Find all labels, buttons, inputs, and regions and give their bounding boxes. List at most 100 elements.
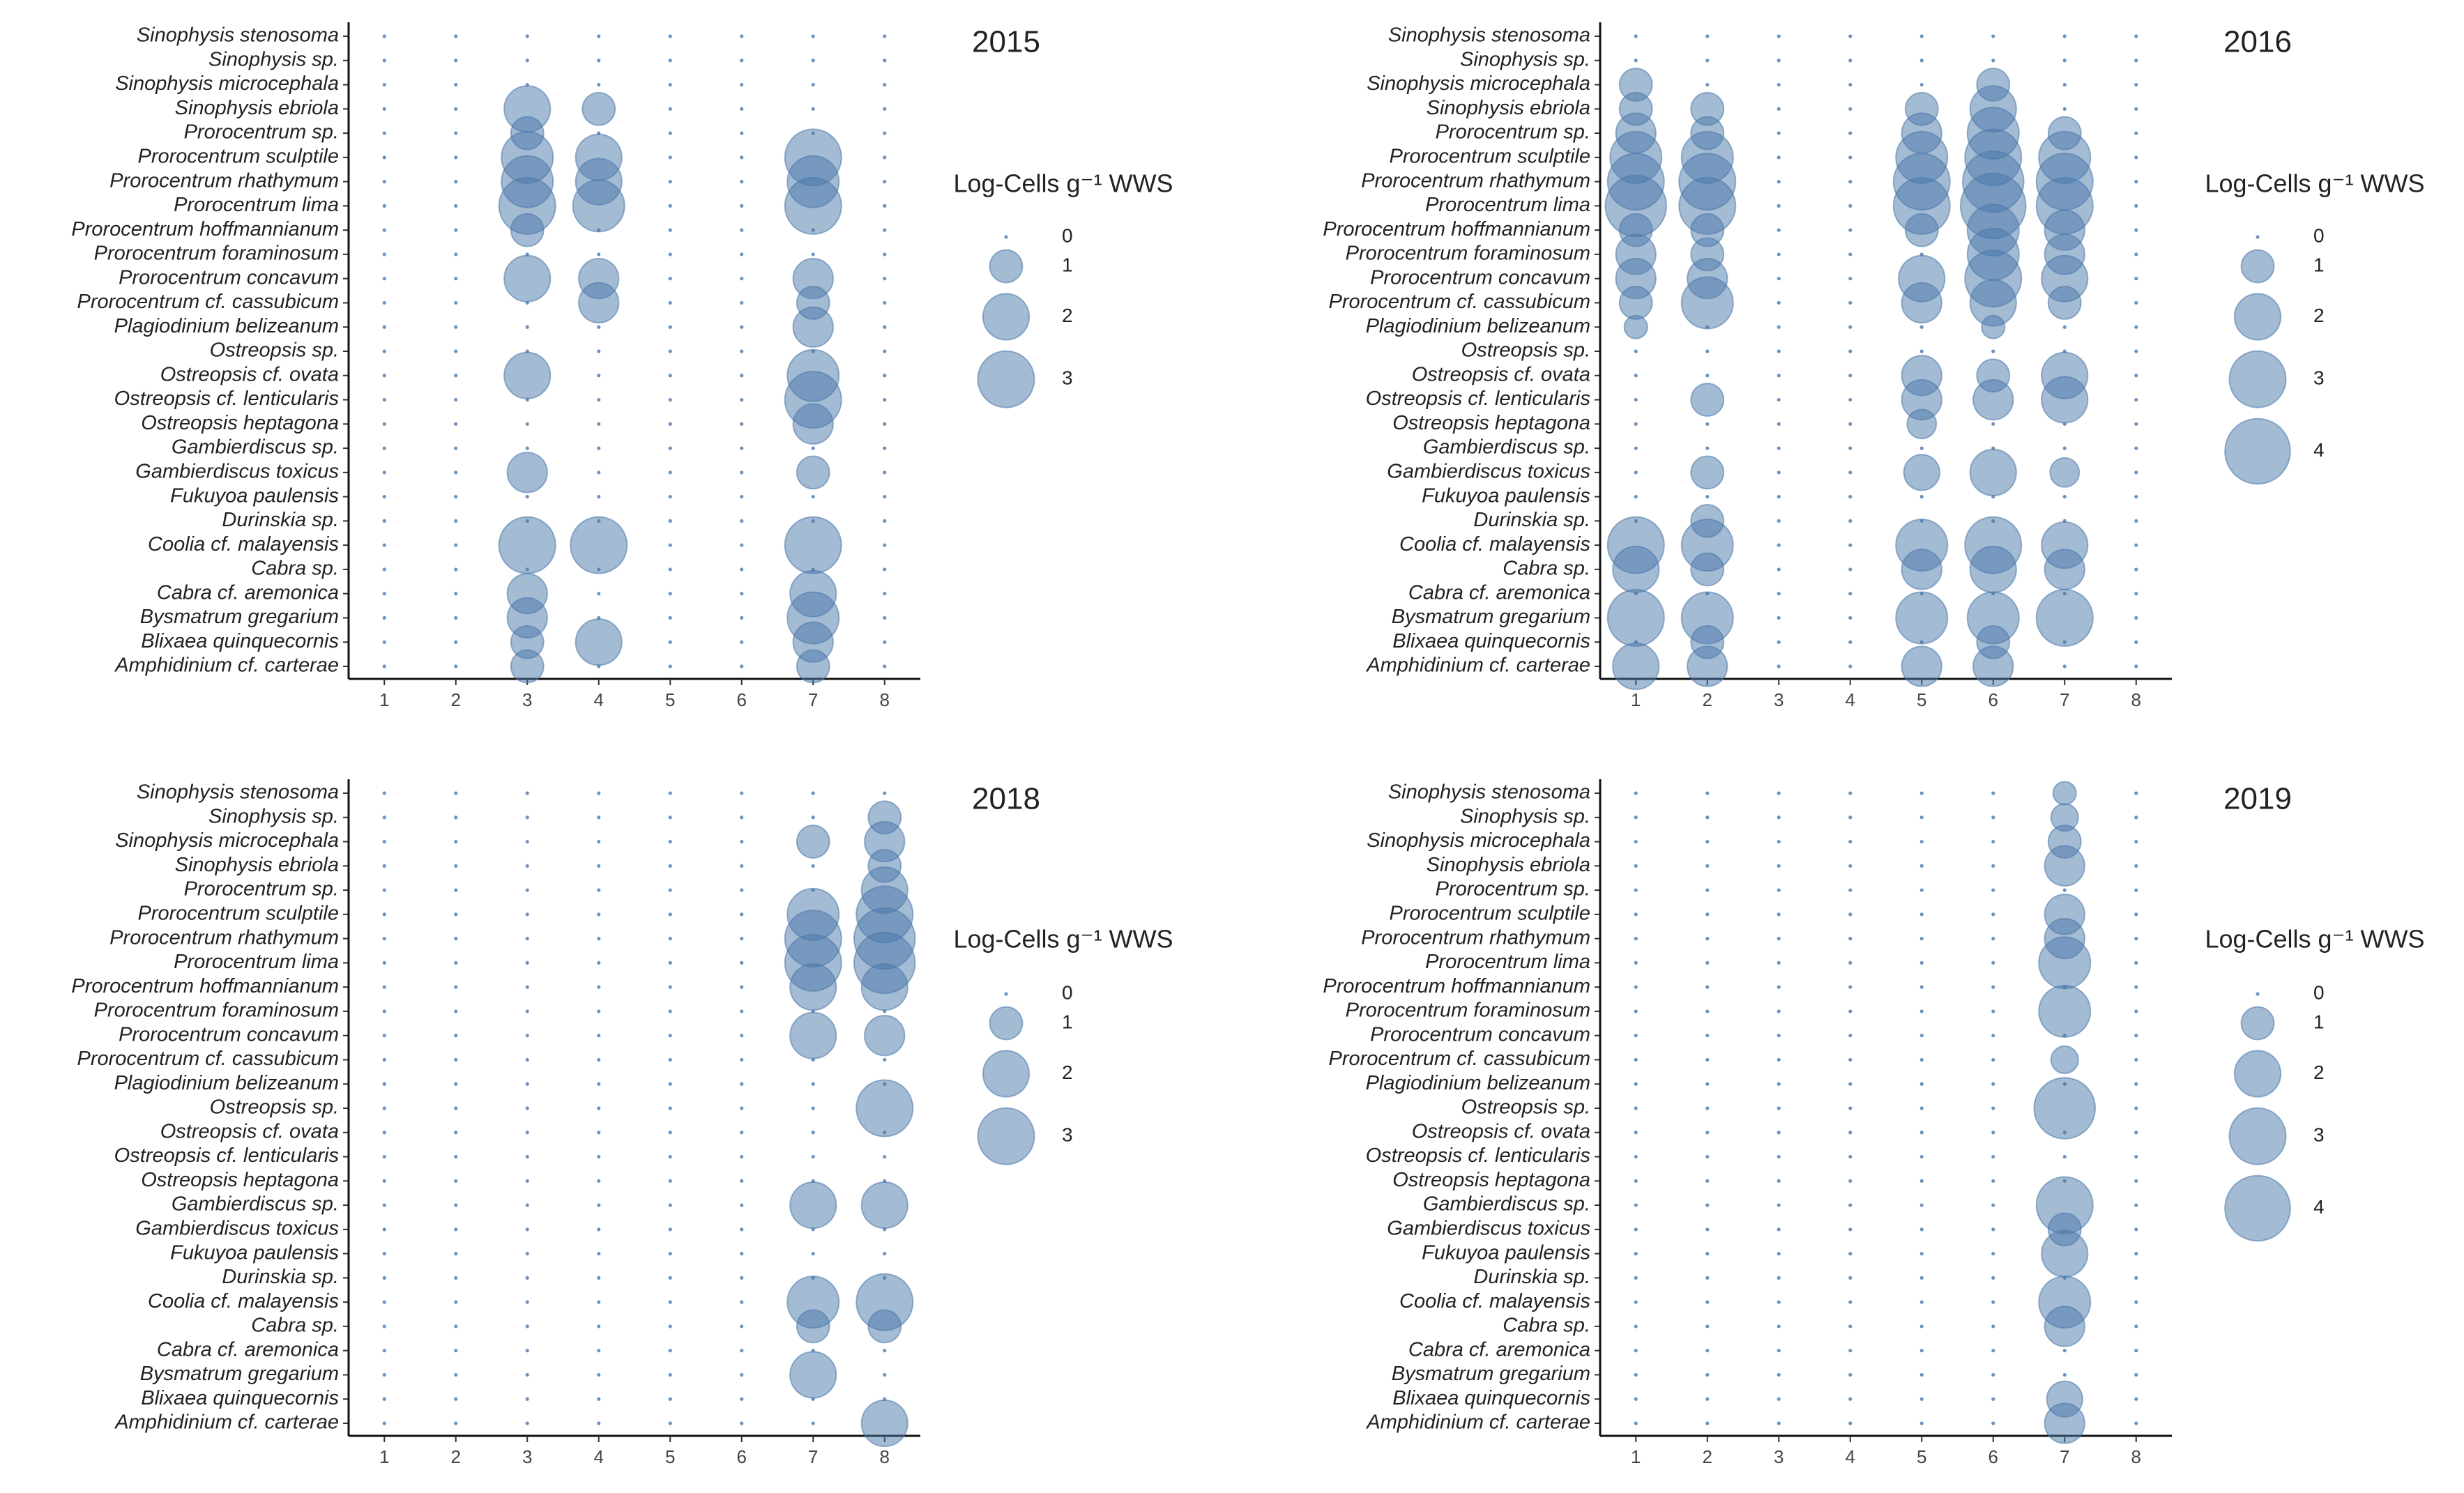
- bubble: [1705, 864, 1710, 868]
- panel-title: 2015: [972, 25, 1040, 59]
- bubble: [1634, 937, 1638, 941]
- legend-title: Log-Cells g⁻¹ WWS: [953, 169, 1173, 198]
- bubble: [2134, 1324, 2138, 1329]
- bubble: [597, 1252, 601, 1256]
- bubble: [525, 446, 529, 450]
- bubble: [1634, 1397, 1638, 1401]
- bubble: [1848, 1154, 1853, 1159]
- bubble: [525, 1227, 529, 1232]
- species-label: Plagiodinium belizeanum: [114, 1072, 339, 1094]
- bubble: [510, 649, 545, 684]
- bubble: [454, 204, 458, 208]
- bubble: [2062, 1131, 2067, 1135]
- bubble: [1634, 1421, 1638, 1425]
- bubble: [668, 1276, 672, 1280]
- bubble: [597, 1179, 601, 1183]
- bubble: [2134, 592, 2138, 596]
- bubble: [860, 963, 908, 1011]
- bubble: [382, 519, 386, 523]
- bubble: [789, 963, 837, 1011]
- bubble: [1705, 1057, 1710, 1062]
- bubble: [454, 1276, 458, 1280]
- bubble: [883, 155, 887, 160]
- species-label: Cabra cf. aremonica: [1408, 1338, 1590, 1361]
- species-label: Fukuyoa paulensis: [170, 484, 339, 507]
- species-label: Prorocentrum sp.: [1436, 121, 1590, 144]
- bubble: [883, 592, 887, 596]
- bubble: [883, 300, 887, 305]
- bubble: [740, 985, 744, 989]
- bubble: [454, 1106, 458, 1110]
- bubble: [2062, 1372, 2067, 1377]
- species-label: Plagiodinium belizeanum: [114, 315, 339, 337]
- bubble: [525, 1324, 529, 1329]
- bubble: [454, 59, 458, 63]
- bubble: [668, 791, 672, 795]
- bubble: [525, 59, 529, 63]
- bubble: [454, 228, 458, 232]
- bubble: [525, 300, 529, 305]
- bubble: [597, 374, 601, 378]
- bubble: [454, 1372, 458, 1377]
- bubble: [668, 543, 672, 547]
- x-tick-label: 8: [2131, 1446, 2141, 1467]
- species-label: Sinophysis stenosoma: [137, 24, 339, 47]
- species-label: Fukuyoa paulensis: [1422, 1241, 1590, 1264]
- bubble: [740, 664, 744, 668]
- bubble: [382, 374, 386, 378]
- bubble: [1919, 937, 1924, 941]
- bubble: [1777, 1009, 1781, 1013]
- bubble: [1777, 1276, 1781, 1280]
- bubble: [668, 470, 672, 475]
- legend-label: 0: [2313, 224, 2325, 246]
- species-label: Ostreopsis heptagona: [141, 412, 339, 434]
- x-tick-label: 3: [522, 689, 532, 710]
- x-tick-label: 6: [1988, 689, 1998, 710]
- bubble: [597, 1131, 601, 1135]
- bubble: [1777, 59, 1781, 63]
- bubble: [1848, 1034, 1853, 1038]
- bubble: [1634, 791, 1638, 795]
- bubble: [740, 864, 744, 868]
- bubble: [1705, 1252, 1710, 1256]
- bubble: [525, 960, 529, 965]
- bubble: [740, 277, 744, 281]
- bubble: [454, 839, 458, 844]
- bubble: [2062, 495, 2067, 499]
- species-label: Gambierdiscus toxicus: [1387, 1218, 1590, 1240]
- bubble: [740, 888, 744, 892]
- bubble: [382, 1349, 386, 1353]
- bubble: [1991, 888, 1995, 892]
- bubble: [1690, 383, 1725, 417]
- bubble: [2134, 664, 2138, 668]
- species-label: Sinophysis microcephala: [1367, 72, 1590, 95]
- bubble: [382, 912, 386, 917]
- bubble: [597, 985, 601, 989]
- bubble: [668, 1349, 672, 1353]
- bubble: [1919, 59, 1924, 63]
- bubble: [1848, 640, 1853, 644]
- bubble: [382, 349, 386, 353]
- bubble: [1919, 1179, 1924, 1183]
- bubble: [668, 615, 672, 620]
- bubble: [597, 446, 601, 450]
- bubble: [1634, 864, 1638, 868]
- species-label: Blixaea quinquecornis: [141, 1387, 339, 1409]
- bubble: [1972, 378, 2014, 421]
- x-tick-label: 1: [379, 1446, 389, 1467]
- bubble: [454, 470, 458, 475]
- bubble: [525, 325, 529, 329]
- bubble: [1777, 155, 1781, 160]
- bubble: [1848, 888, 1853, 892]
- bubble: [2134, 180, 2138, 184]
- species-label: Sinophysis stenosoma: [137, 781, 339, 804]
- bubble: [1777, 1034, 1781, 1038]
- bubble: [668, 82, 672, 87]
- species-label: Blixaea quinquecornis: [1392, 630, 1590, 652]
- bubble: [382, 155, 386, 160]
- species-label: Bysmatrum gregarium: [1392, 1363, 1590, 1385]
- bubble: [1777, 277, 1781, 281]
- bubble: [454, 912, 458, 917]
- bubble: [1777, 615, 1781, 620]
